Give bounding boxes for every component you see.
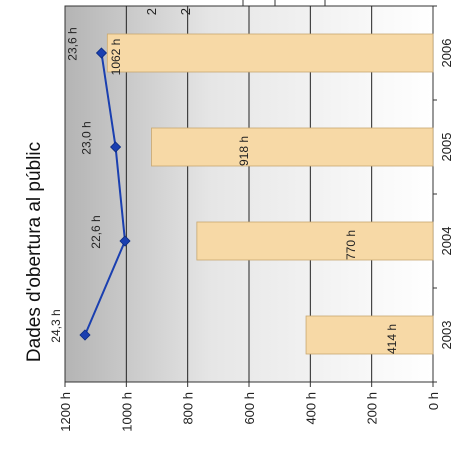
bar [106, 33, 434, 73]
category-axis: 2003 2004 2005 2006 [433, 5, 454, 383]
bar-label: 770 h [344, 230, 358, 260]
series-point [79, 329, 91, 341]
series-line [84, 52, 127, 336]
point-labels: 24,3 h 22,6 h 23,0 h 23,6 h [49, 27, 103, 342]
line-series [79, 47, 131, 341]
secondary-axis-label-2: 2 [178, 8, 193, 15]
value-tick-label: 1200 h [58, 392, 73, 432]
category-tick-label: 2006 [439, 39, 454, 68]
value-tick-label: 200 h [365, 392, 380, 425]
value-tick-label: 800 h [181, 392, 196, 425]
category-tick-label: 2005 [439, 133, 454, 162]
value-tick-label: 600 h [242, 392, 257, 425]
secondary-axis: 2 2 [144, 0, 326, 15]
series-point [110, 141, 122, 153]
value-axis: 0 h 200 h 400 h 600 h 800 h 1000 h 1200 h [58, 382, 441, 432]
bar-label: 414 h [385, 324, 399, 354]
category-tick-label: 2004 [439, 227, 454, 256]
chart-title: Dades d'obertura al públic [24, 142, 45, 362]
value-tick-label: 400 h [303, 392, 318, 425]
bars [106, 33, 434, 355]
bar-label: 1062 h [109, 39, 123, 76]
bar [196, 221, 434, 261]
bar [305, 315, 434, 355]
point-label: 22,6 h [89, 215, 103, 248]
value-tick-label: 1000 h [119, 392, 134, 432]
series-point [95, 47, 108, 59]
category-tick-label: 2003 [439, 321, 454, 350]
bar-labels: 414 h 770 h 918 h 1062 h [109, 39, 399, 354]
secondary-axis-label-1: 2 [144, 8, 159, 15]
point-label: 24,3 h [49, 309, 63, 342]
value-tick-label: 0 h [426, 392, 441, 410]
bar-label: 918 h [237, 136, 251, 166]
point-label: 23,6 h [65, 27, 79, 60]
point-label: 23,0 h [80, 121, 94, 154]
series-point [119, 235, 131, 247]
bar [151, 127, 434, 167]
